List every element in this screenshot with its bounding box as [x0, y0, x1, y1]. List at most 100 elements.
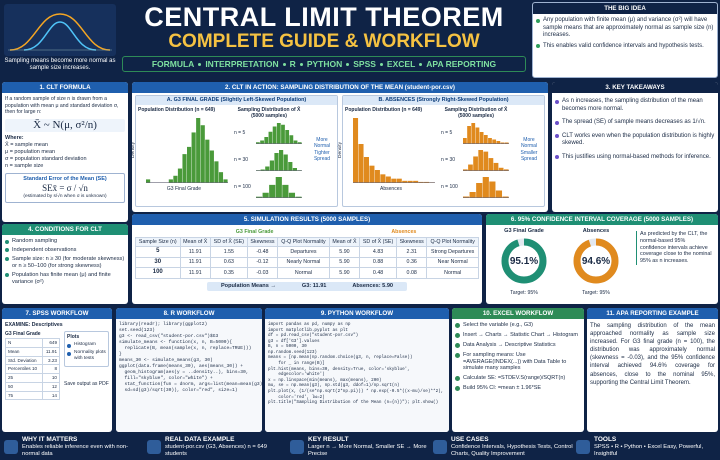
panel-header: 11. APA REPORTING EXAMPLE — [587, 308, 718, 319]
donut-label: 94.6% — [582, 256, 610, 267]
hist-bar — [283, 154, 288, 171]
hist-bar — [471, 123, 476, 144]
column-header: Q-Q Plot Normality — [426, 236, 479, 248]
hist-bar — [463, 138, 467, 144]
spss-cell: 649 — [41, 338, 61, 348]
group-header: G3 Final Grade — [235, 229, 274, 235]
tag: R — [289, 59, 296, 69]
cell: -0.48 — [246, 246, 279, 258]
footer-text: WHY IT MATTERS Enables reliable inference… — [22, 436, 144, 458]
code-line: means = [np.mean(np.random.choice(g3, n,… — [268, 355, 413, 361]
item-text: Independent observations — [12, 246, 77, 253]
blank-cell — [136, 228, 181, 237]
data-row: 30 11.91 0.63 -0.12 Nearly Normal 5.90 0.88 0.3… — [135, 256, 479, 269]
sampling-row: n = 100 — [441, 176, 513, 200]
panel-body: If a random sample of size n is drawn fr… — [2, 93, 128, 222]
spss-cell: 3.23 — [41, 355, 61, 366]
code-line: df = pd.read_csv("student-por.csv") — [268, 333, 359, 339]
sampling-row: n = 5 — [441, 122, 513, 146]
item-text: Random sampling — [12, 238, 58, 244]
spss-cell: N — [5, 338, 43, 348]
where: Where: — [5, 135, 24, 142]
panel-header: 8. R WORKFLOW — [116, 308, 262, 319]
hist-bar — [463, 196, 470, 198]
population: Population Distribution (n = 649) Density… — [132, 107, 230, 205]
panel-header: 3. KEY TAKEAWAYS — [552, 82, 718, 93]
hist-bar — [391, 178, 397, 183]
hist-bar — [482, 177, 489, 198]
x-label: Absences — [380, 186, 402, 192]
footer-text: TOOLS SPSS • R • Python • Excel Easy, Pow… — [594, 436, 716, 458]
panel: 4. CONDITIONS FOR CLT Random sampling Inde… — [2, 224, 128, 304]
cell: 0.36 — [395, 256, 428, 269]
hist-bar — [498, 167, 504, 171]
hist-bar — [297, 142, 302, 144]
panel-header: 2. CLT IN ACTION: SAMPLING DISTRIBUTION … — [132, 82, 548, 93]
bullet — [555, 120, 559, 125]
sampling-title: Sampling Distribution of X̄ (5000 sample… — [237, 107, 301, 120]
spss-plots: Plots Histogram Normality plots with tests — [64, 331, 109, 368]
item-text: This enables valid confidence intervals … — [543, 42, 704, 49]
code-line: x = np.linspace(min(means), max(means), … — [268, 377, 382, 383]
spss-cell: Std. Deviation — [5, 355, 43, 366]
footer-item: WHY IT MATTERS Enables reliable inference… — [4, 435, 144, 459]
hist-bar — [269, 160, 274, 171]
sampling-note: More Normal Smaller Spread — [520, 137, 538, 162]
footer-icon — [433, 440, 447, 454]
footer-title: REAL DATA EXAMPLE — [165, 436, 235, 444]
bullet — [536, 18, 540, 23]
intro: If a random sample of size n is drawn fr… — [5, 96, 119, 115]
hist-bar — [191, 132, 196, 183]
footer-title: WHY IT MATTERS — [22, 436, 78, 444]
step: Select the variable (e.g., G3) — [455, 322, 581, 329]
hist-bar — [205, 139, 210, 183]
spss-cell: 25 — [5, 373, 43, 383]
column-header: Mean of X̄ — [328, 236, 361, 248]
thumbnail-illustration — [4, 4, 116, 56]
population: Population Distribution (n = 649) Density… — [338, 107, 437, 205]
n-label: n = 5 — [441, 130, 453, 136]
panel-body: G3 Final Grade 95.1% Target: 95% Absences 94… — [486, 225, 718, 304]
formula: X̄ ~ N(μ, σ²/n) — [5, 118, 125, 133]
panel-header: 1. CLT FORMULA — [2, 82, 128, 93]
hist-bar — [363, 157, 369, 183]
hist-bar — [262, 192, 269, 198]
donut-label: 95.1% — [510, 256, 538, 267]
panel-header: THE BIG IDEA — [533, 3, 717, 14]
footer-text: USE CASES Confidence Intervals, Hypothesi… — [451, 436, 573, 458]
tag: INTERPRETATION — [205, 59, 279, 69]
se-formula: SEx̄ = σ / √n — [42, 182, 88, 193]
footer-absences: Absences: 5.90 — [352, 282, 394, 289]
code-line: import pandas as pd, numpy as np — [268, 322, 351, 327]
spss-cell: 14 — [41, 390, 61, 401]
cell: Departures — [277, 246, 330, 258]
spss-save: Save output as PDF — [64, 381, 109, 387]
bullet — [5, 248, 9, 253]
definition: μ = population mean — [5, 149, 56, 155]
item-text: Sample size: n ≥ 30 (for moderate skewne… — [12, 255, 125, 269]
panel: 6. 95% CONFIDENCE INTERVAL COVERAGE (500… — [486, 214, 718, 304]
footer-text: KEY RESULT Larger n → More Normal, Smalle… — [308, 436, 430, 458]
data-row: 100 11.91 0.35 -0.03 Normal 5.90 0.48 0.08 Norma… — [135, 267, 479, 279]
item-text: Histogram — [74, 342, 96, 348]
cell: 1.55 — [209, 246, 248, 258]
hist-bar — [256, 196, 263, 198]
code-line: means_30 <- simulate_means(g3, 30) — [119, 357, 213, 363]
bullet — [5, 239, 9, 244]
cell: Normal — [277, 267, 330, 279]
hist-bar — [413, 180, 419, 183]
donut: 95.1% — [501, 238, 547, 284]
cell: -0.03 — [246, 267, 279, 279]
n-label: n = 5 — [234, 130, 246, 136]
step-text: Data Analysis → Descriptive Statistics — [463, 341, 556, 348]
column-header: SD of X̄ (SE) — [359, 236, 397, 248]
panel-body: Select the variable (e.g., G3) Insert → C… — [452, 319, 584, 432]
hist-bar — [402, 180, 408, 183]
hist-bar — [369, 165, 375, 183]
hist-bar — [468, 164, 473, 171]
list-item: This enables valid confidence intervals … — [536, 43, 714, 51]
population-title: Population Distribution (n = 649) — [138, 107, 216, 113]
tag: EXCEL — [386, 59, 416, 69]
panel-body: As n increases, the sampling distributio… — [552, 93, 718, 212]
